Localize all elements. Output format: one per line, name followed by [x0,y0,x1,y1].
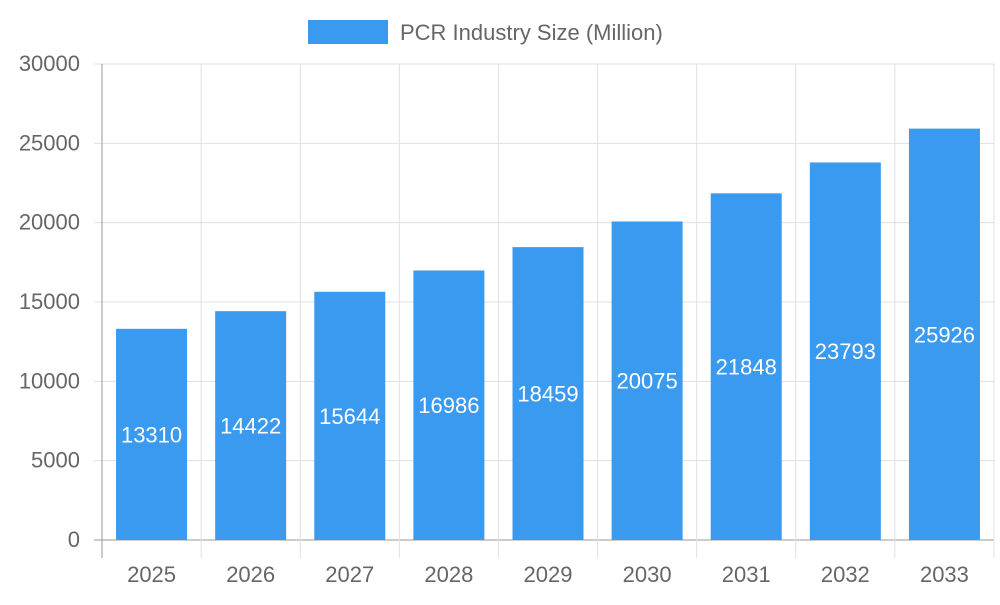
data-label-2026: 14422 [220,414,281,439]
legend-swatch [308,20,388,44]
legend-label: PCR Industry Size (Million) [400,20,663,45]
y-tick-label: 0 [68,527,80,552]
x-tick-label: 2027 [325,562,374,587]
bar-2029 [512,247,584,541]
y-tick-label: 5000 [31,448,80,473]
data-label-2025: 13310 [121,422,182,447]
y-tick-label: 15000 [19,289,80,314]
bars [116,128,980,541]
data-label-2027: 15644 [319,404,380,429]
data-label-2030: 20075 [617,369,678,394]
bar-2032 [809,162,881,540]
x-tick-label: 2030 [623,562,672,587]
x-tick-label: 2025 [127,562,176,587]
legend: PCR Industry Size (Million) [308,20,663,45]
data-labels: 13310 14422 15644 16986 18459 20075 21848 23793… [121,322,975,447]
data-label-2029: 18459 [517,382,578,407]
bar-2025 [116,328,188,540]
x-tick-label: 2026 [226,562,275,587]
x-tick-label: 2031 [722,562,771,587]
bar-2031 [710,193,782,540]
x-tick-label: 2032 [821,562,870,587]
axes: 0 5000 10000 15000 20000 25000 30000 2025 2026 20… [19,51,969,587]
y-tick-label: 30000 [19,51,80,76]
y-tick-label: 25000 [19,130,80,155]
bar-2030 [611,221,683,540]
bar-2026 [215,311,287,540]
data-label-2031: 21848 [716,355,777,380]
data-label-2028: 16986 [418,393,479,418]
x-tick-label: 2033 [920,562,969,587]
bar-2027 [314,291,386,540]
y-tick-label: 10000 [19,368,80,393]
x-tick-label: 2029 [524,562,573,587]
bar-2033 [908,128,980,540]
data-label-2033: 25926 [914,322,975,347]
data-label-2032: 23793 [815,339,876,364]
y-tick-label: 20000 [19,210,80,235]
x-tick-label: 2028 [424,562,473,587]
bar-2028 [413,270,485,540]
grid [94,63,995,558]
